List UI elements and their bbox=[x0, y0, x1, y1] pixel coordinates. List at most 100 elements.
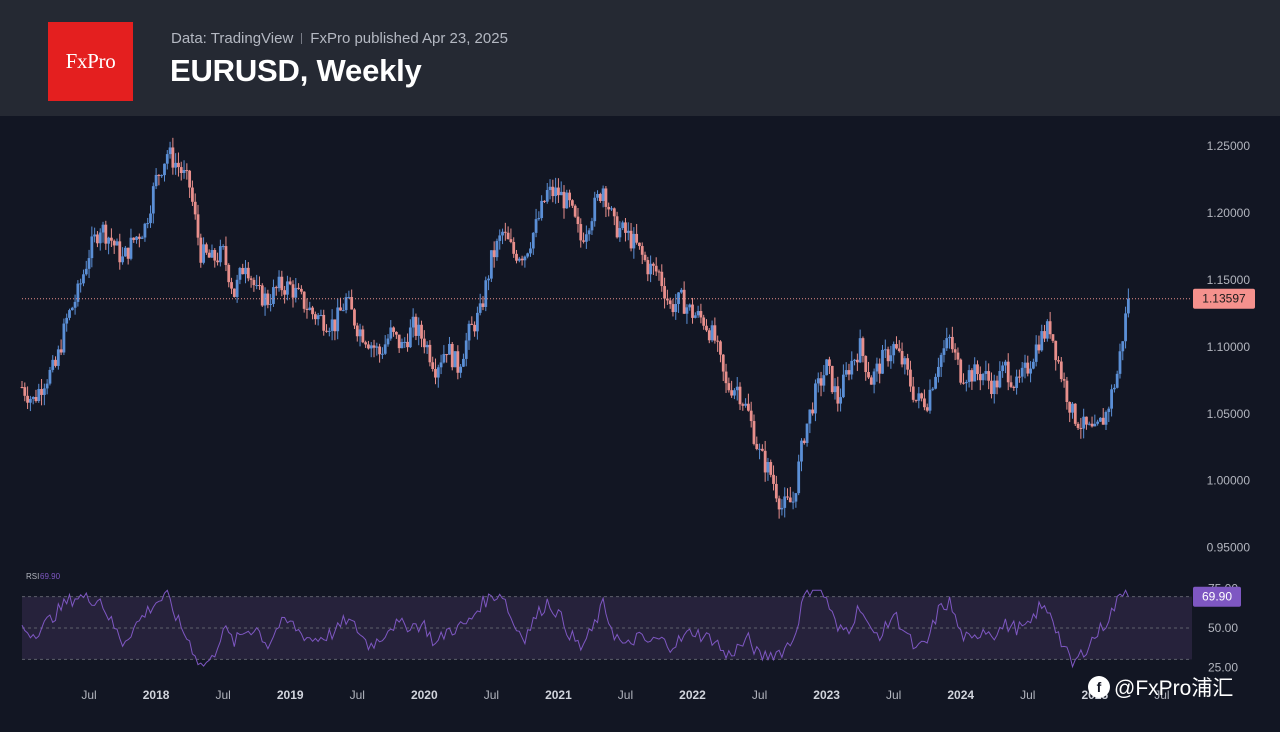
candle-body bbox=[948, 336, 951, 339]
candle-body bbox=[1087, 423, 1091, 425]
candle-body bbox=[523, 256, 527, 261]
candle-body bbox=[828, 359, 831, 366]
candle-body bbox=[967, 370, 971, 382]
candle-body bbox=[51, 359, 55, 370]
candle-body bbox=[512, 241, 516, 254]
candle-body bbox=[313, 314, 317, 320]
candle-body bbox=[54, 359, 57, 366]
price-chart[interactable]: 1.25000 1.20000 1.15000 1.10000 1.05000 1.000… bbox=[0, 116, 1280, 732]
candle-body bbox=[741, 404, 745, 406]
candle-body bbox=[721, 354, 725, 372]
candle-body bbox=[906, 358, 910, 370]
candle-body bbox=[833, 386, 837, 393]
candle-body bbox=[858, 338, 862, 363]
candle-body bbox=[1110, 389, 1113, 409]
candle-body bbox=[760, 448, 764, 451]
candle-body bbox=[383, 344, 387, 354]
candle-body bbox=[456, 351, 460, 373]
rsi-value-badge bbox=[1193, 586, 1241, 607]
last-price-value: 1.13597 bbox=[1202, 292, 1246, 306]
candle-body bbox=[978, 374, 982, 381]
candle-body bbox=[174, 162, 178, 168]
candle-body bbox=[305, 308, 309, 310]
time-tick-label: 2023 bbox=[813, 688, 840, 702]
price-tick-label: 1.25000 bbox=[1207, 139, 1251, 153]
time-tick-label: Jul bbox=[215, 688, 230, 702]
candle-body bbox=[339, 307, 342, 311]
candle-body bbox=[160, 175, 164, 177]
candle-body bbox=[802, 440, 806, 444]
candle-body bbox=[378, 346, 382, 355]
candle-body bbox=[487, 278, 490, 281]
candle-body bbox=[579, 224, 583, 241]
candle-body bbox=[593, 197, 597, 222]
candle-body bbox=[900, 351, 904, 365]
candle-body bbox=[646, 260, 650, 275]
candle-body bbox=[235, 279, 239, 297]
candle-body bbox=[221, 246, 225, 248]
candle-body bbox=[590, 221, 594, 231]
candle-body bbox=[990, 380, 993, 395]
candle-body bbox=[299, 288, 303, 292]
candle-body bbox=[814, 383, 817, 414]
candle-body bbox=[934, 376, 937, 389]
candle-body bbox=[671, 304, 675, 313]
candle-body bbox=[269, 303, 273, 305]
candle-body bbox=[165, 154, 169, 164]
candle-body bbox=[945, 338, 949, 349]
candle-body bbox=[45, 383, 49, 389]
candle-body bbox=[596, 193, 599, 198]
last-price-marker: 1.13597 bbox=[22, 288, 1255, 309]
candle-body bbox=[869, 377, 873, 385]
time-tick-label: Jul bbox=[1154, 688, 1169, 702]
candle-body bbox=[808, 409, 812, 424]
candle-body bbox=[1062, 379, 1066, 381]
candle-body bbox=[677, 292, 680, 304]
candle-body bbox=[291, 284, 295, 298]
candle-body bbox=[716, 340, 720, 342]
candle-body bbox=[386, 338, 390, 345]
candle-body bbox=[878, 363, 882, 374]
candle-body bbox=[886, 349, 890, 362]
candle-body bbox=[953, 349, 957, 353]
candle-body bbox=[191, 187, 194, 202]
candle-body bbox=[336, 307, 340, 332]
candle-body bbox=[224, 246, 228, 265]
candle-body bbox=[738, 386, 742, 405]
candle-body bbox=[632, 233, 636, 249]
candle-body bbox=[911, 386, 915, 400]
candlestick-series bbox=[20, 137, 1130, 519]
candle-body bbox=[839, 397, 842, 404]
candle-body bbox=[96, 234, 99, 244]
candle-body bbox=[1096, 421, 1100, 424]
candle-body bbox=[126, 247, 130, 259]
candle-body bbox=[836, 386, 840, 404]
candle-body bbox=[361, 329, 365, 343]
candle-body bbox=[436, 367, 440, 378]
candle-body bbox=[177, 162, 180, 168]
candle-body bbox=[1082, 416, 1086, 429]
candle-body bbox=[956, 352, 960, 360]
candle-body bbox=[959, 359, 963, 383]
candle-body bbox=[168, 147, 172, 155]
candle-body bbox=[719, 341, 722, 355]
candle-body bbox=[400, 342, 404, 349]
candle-body bbox=[713, 325, 717, 341]
candle-body bbox=[618, 228, 622, 238]
candle-body bbox=[34, 397, 38, 402]
candle-body bbox=[638, 242, 641, 247]
candle-body bbox=[478, 303, 482, 313]
candle-body bbox=[118, 241, 122, 263]
candle-body bbox=[372, 345, 376, 348]
candle-body bbox=[970, 370, 974, 382]
candle-body bbox=[1115, 373, 1119, 388]
candle-body bbox=[367, 344, 370, 349]
candle-body bbox=[515, 253, 518, 261]
candle-body bbox=[543, 200, 546, 202]
candle-body bbox=[40, 389, 43, 395]
candle-body bbox=[246, 267, 250, 279]
candle-body bbox=[570, 200, 574, 206]
candle-body bbox=[196, 214, 200, 238]
candle-body bbox=[1121, 341, 1125, 352]
